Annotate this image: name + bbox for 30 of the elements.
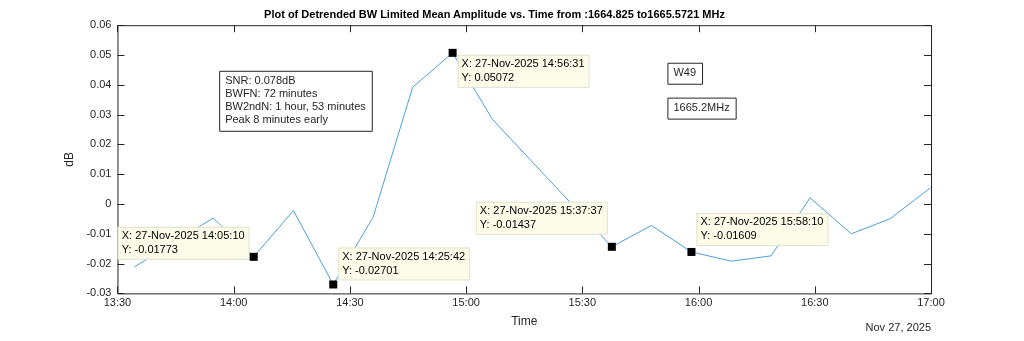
text: Nov 27, 2025	[865, 321, 931, 334]
x-tick-label: 15:30	[568, 296, 597, 309]
annotation: X: 27-Nov-2025 15:37:37 Y: -0.01437	[479, 204, 603, 231]
y-axis-title: dB	[61, 151, 76, 167]
x-tick-label: 16:00	[684, 296, 713, 309]
y-tick-label: -0.02	[86, 256, 112, 269]
x-axis-title: Time	[511, 314, 538, 329]
x-tick-label: 13:30	[103, 296, 132, 309]
annotation: 1665.2MHz	[673, 101, 730, 114]
annotation: X: 27-Nov-2025 14:25:42 Y: -0.02701	[342, 250, 466, 277]
y-tick-label: 0.02	[90, 137, 112, 150]
x-tick-label: 15:00	[452, 296, 480, 309]
y-tick-label: -0.03	[86, 286, 112, 299]
chart-title: Plot of Detrended BW Limited Mean Amplitude vs. Time from :1664.825 to1665.5721 MHz	[264, 7, 726, 20]
y-tick-label: 0.04	[90, 77, 112, 90]
y-tick-label: 0.01	[90, 167, 112, 180]
x-tick-label: 16:30	[801, 296, 829, 309]
y-tick-label: -0.01	[86, 226, 112, 239]
x-tick-label: 17:00	[917, 296, 945, 309]
annotation: SNR: 0.078dB BWFN: 72 minutes BW2ndN: 1 hour, 53 minutes Peak 8 minutes early	[225, 74, 367, 126]
annotation: X: 27-Nov-2025 14:05:10 Y: -0.01773	[121, 229, 245, 256]
y-tick-label: 0.03	[90, 107, 112, 120]
annotation: X: 27-Nov-2025 15:58:10 Y: -0.01609	[700, 215, 824, 242]
x-tick-label: 14:00	[219, 296, 248, 309]
annotation: X: 27-Nov-2025 14:56:31 Y: 0.05072	[461, 57, 585, 84]
y-tick-label: 0	[105, 197, 112, 210]
y-tick-label: 0.05	[90, 48, 112, 61]
x-tick-label: 14:30	[336, 296, 364, 309]
annotation: W49	[673, 66, 697, 79]
y-tick-label: 0.06	[90, 18, 112, 31]
